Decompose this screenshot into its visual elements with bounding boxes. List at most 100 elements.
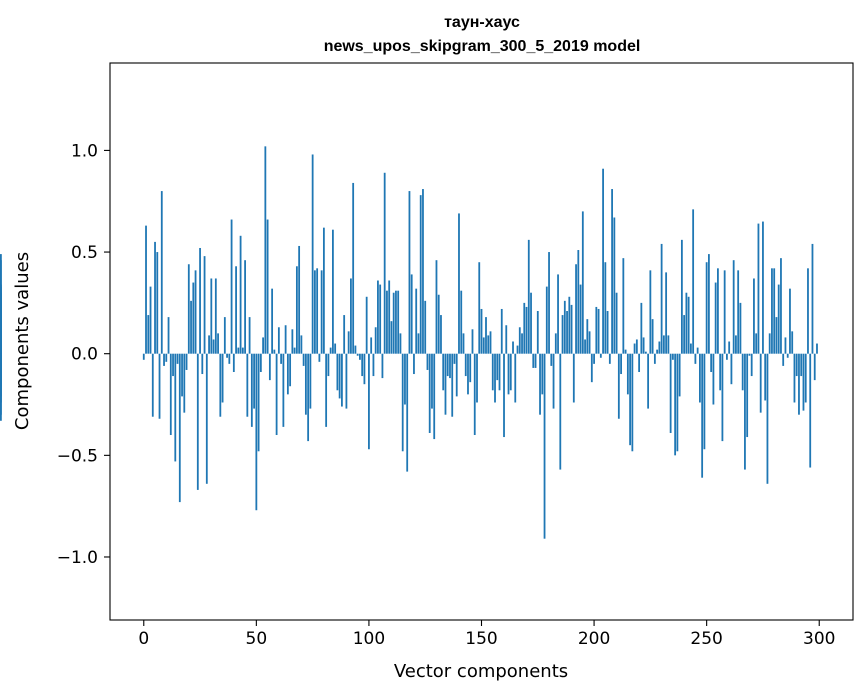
bar [381,353,384,379]
bar [271,288,274,354]
bar [757,223,760,354]
bar [395,290,397,354]
bar [350,278,352,354]
bar [259,353,262,372]
bar [273,349,276,354]
bar [428,353,431,433]
bar [228,353,231,364]
bar [644,351,647,354]
bar [730,353,733,385]
bar [674,353,677,456]
y-tick-label: −0.5 [57,446,98,466]
bar [777,284,780,354]
bar [446,353,449,377]
bar [354,345,357,354]
bar [507,353,510,395]
bar [401,353,404,452]
bar [415,288,418,354]
bar [723,270,726,354]
y-tick-label: 0.5 [71,243,98,263]
bar [449,353,451,379]
bar [313,270,316,354]
bar [635,339,638,354]
bar [699,353,701,403]
bars-group [0,146,818,539]
bar [793,353,796,403]
bar [408,191,411,354]
bar [689,343,692,354]
bar [374,327,377,354]
bar [802,353,805,411]
bar [223,317,226,354]
bar [359,353,361,360]
bar [205,353,208,484]
bar [455,353,458,397]
bar [167,317,170,354]
bar [615,292,618,354]
bar [248,317,251,354]
bar [759,353,762,413]
bar [498,353,501,391]
bar [768,333,771,354]
bar [462,333,465,354]
bar [633,343,636,354]
x-tick-label: 250 [690,629,722,649]
bar [712,353,715,405]
bar [410,274,413,354]
bar [347,331,350,354]
bar [786,353,789,358]
bar [550,353,553,366]
bar [208,335,210,354]
bar [705,262,708,354]
bar [658,341,661,354]
bar [782,353,785,366]
bar [444,353,447,415]
bar [566,311,568,354]
bar [694,353,697,364]
bar [277,327,280,354]
bar [503,353,505,438]
bar [548,252,550,354]
bar [201,353,204,375]
bar [577,250,580,354]
bar [169,353,172,436]
bar [588,331,591,354]
bar [773,268,776,354]
bar [626,353,629,395]
bar [557,274,559,354]
bar [651,319,654,354]
bar [332,229,334,354]
bar [268,353,271,381]
bar [183,353,186,413]
bar [669,353,672,433]
bar [196,353,199,490]
bar [442,353,445,391]
bar [262,337,264,354]
bar [478,262,481,354]
bar [762,221,764,354]
bar [656,349,659,354]
bar [422,189,424,354]
y-tick-label: 0.0 [71,345,98,365]
bar [809,353,812,468]
bar [467,353,469,395]
bar [435,260,438,354]
bar [485,317,487,354]
bar [230,219,233,354]
bar [530,292,532,354]
bar [671,353,674,360]
bar [750,353,753,377]
bar [406,353,409,472]
bar [178,353,181,503]
bar [318,353,321,362]
bar [606,311,609,354]
bar [302,353,305,366]
bar [404,353,406,405]
bar [383,172,386,354]
bar [363,353,366,385]
x-tick-label: 150 [465,629,497,649]
bar [584,339,586,354]
bar [440,315,442,354]
bar [246,353,249,417]
bar [453,353,456,364]
